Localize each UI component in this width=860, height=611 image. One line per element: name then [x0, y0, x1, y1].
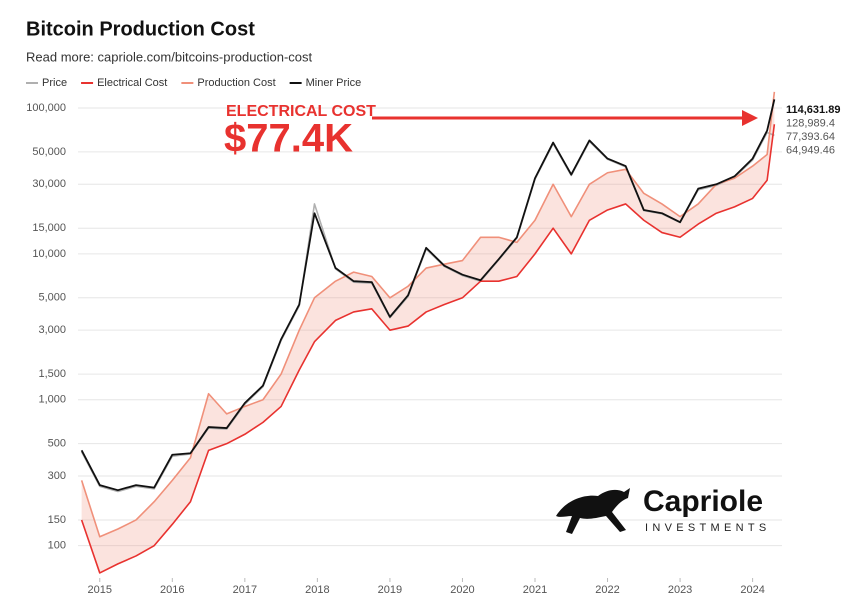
cost-band — [81, 91, 775, 573]
y-tick-label: 300 — [48, 470, 66, 482]
series-line — [80, 99, 776, 492]
x-tick-label: 2015 — [88, 584, 112, 596]
x-tick-label: 2023 — [668, 584, 692, 596]
y-tick-label: 100 — [48, 540, 66, 552]
end-value-label: 77,393.64 — [786, 131, 835, 143]
legend-label: Miner Price — [306, 77, 362, 89]
annotation-label: ELECTRICAL COST — [226, 103, 376, 120]
annotation-value: $77.4K — [224, 117, 353, 161]
y-tick-label: 1,000 — [38, 394, 66, 406]
plot-area: 100,000 50,000 30,000 15,000 10,000 5,000 3,00… — [26, 91, 840, 596]
y-tick-label: 1,500 — [38, 368, 66, 380]
legend: Price Electrical Cost Production Cost Miner… — [26, 77, 361, 89]
end-value-label: 64,949.46 — [786, 144, 835, 156]
y-tick-label: 100,000 — [26, 102, 66, 114]
logo: Capriole INVESTMENTS — [556, 485, 771, 534]
legend-label: Price — [42, 77, 67, 89]
chart-title: Bitcoin Production Cost — [26, 18, 255, 40]
y-tick-label: 10,000 — [32, 248, 66, 260]
end-value-label: 128,989.4 — [786, 117, 835, 129]
y-tick-label: 5,000 — [38, 292, 66, 304]
x-tick-label: 2022 — [595, 584, 619, 596]
logo-horse — [556, 488, 630, 534]
x-tick-label: 2016 — [160, 584, 184, 596]
y-tick-label: 150 — [48, 514, 66, 526]
y-tick-label: 50,000 — [32, 146, 66, 158]
x-tick-label: 2024 — [740, 584, 764, 596]
x-tick-label: 2017 — [233, 584, 257, 596]
logo-tagline: INVESTMENTS — [645, 522, 771, 534]
legend-label: Electrical Cost — [97, 77, 167, 89]
series-line — [80, 124, 776, 574]
x-tick-label: 2018 — [305, 584, 329, 596]
logo-name: Capriole — [643, 485, 763, 518]
legend-label: Production Cost — [197, 77, 275, 89]
y-tick-label: 30,000 — [32, 178, 66, 190]
y-tick-label: 15,000 — [32, 222, 66, 234]
y-tick-label: 3,000 — [38, 324, 66, 336]
x-tick-label: 2020 — [450, 584, 474, 596]
y-tick-label: 500 — [48, 438, 66, 450]
chart-subtitle: Read more: capriole.com/bitcoins-product… — [26, 49, 313, 64]
x-tick-label: 2019 — [378, 584, 402, 596]
series-line — [80, 91, 776, 538]
x-tick-label: 2021 — [523, 584, 547, 596]
end-value-label: 114,631.89 — [786, 104, 840, 116]
annotation-arrowhead — [742, 110, 758, 126]
